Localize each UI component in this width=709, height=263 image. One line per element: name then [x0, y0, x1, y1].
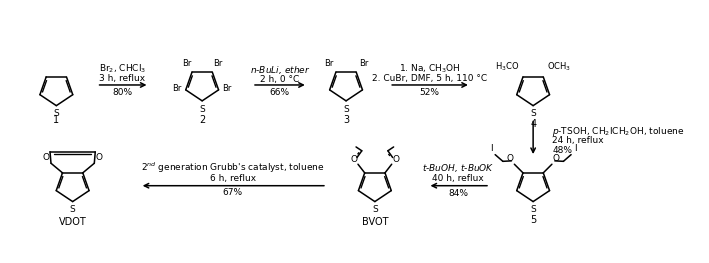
- Text: 40 h, reflux: 40 h, reflux: [432, 174, 484, 184]
- Text: S: S: [53, 109, 60, 119]
- Text: 52%: 52%: [420, 88, 440, 97]
- Text: 2 h, 0 °C: 2 h, 0 °C: [260, 75, 299, 84]
- Text: 5: 5: [530, 215, 536, 225]
- Text: 24 h, reflux: 24 h, reflux: [552, 136, 604, 145]
- Text: S: S: [530, 109, 536, 119]
- Text: 1. Na, CH$_3$OH: 1. Na, CH$_3$OH: [398, 62, 460, 75]
- Text: H$_3$CO: H$_3$CO: [495, 60, 519, 73]
- Text: 2: 2: [199, 114, 206, 124]
- Text: S: S: [69, 205, 76, 214]
- Text: I: I: [490, 144, 492, 153]
- Text: 1: 1: [53, 115, 60, 125]
- Text: 3 h, reflux: 3 h, reflux: [99, 74, 145, 83]
- Text: Br: Br: [172, 84, 182, 93]
- Text: 3: 3: [343, 114, 349, 124]
- Text: VDOT: VDOT: [59, 217, 86, 227]
- Text: S: S: [372, 205, 378, 214]
- Text: I: I: [574, 144, 576, 153]
- Text: Br: Br: [213, 59, 223, 68]
- Text: Br$_2$, CHCl$_3$: Br$_2$, CHCl$_3$: [99, 62, 146, 75]
- Text: O: O: [506, 154, 513, 163]
- Text: $t$-BuOH, $t$-BuOK: $t$-BuOH, $t$-BuOK: [422, 163, 495, 174]
- Text: S: S: [199, 105, 205, 114]
- Text: S: S: [343, 105, 349, 114]
- Text: 6 h, reflux: 6 h, reflux: [210, 174, 256, 183]
- Text: 48%: 48%: [552, 146, 572, 155]
- Text: O: O: [393, 155, 400, 164]
- Text: 2$^{nd}$ generation Grubb's catalyst, toluene: 2$^{nd}$ generation Grubb's catalyst, to…: [141, 160, 325, 175]
- Text: OCH$_3$: OCH$_3$: [547, 60, 571, 73]
- Text: 84%: 84%: [448, 189, 469, 198]
- Text: S: S: [530, 205, 536, 214]
- Text: 2. CuBr, DMF, 5 h, 110 °C: 2. CuBr, DMF, 5 h, 110 °C: [372, 74, 487, 83]
- Text: O: O: [553, 154, 560, 163]
- Text: BVOT: BVOT: [362, 217, 388, 227]
- Text: Br: Br: [223, 84, 232, 93]
- Text: 4: 4: [530, 119, 536, 129]
- Text: $n$-BuLi, ether: $n$-BuLi, ether: [250, 64, 310, 76]
- Text: 66%: 66%: [270, 88, 290, 97]
- Text: Br: Br: [182, 59, 191, 68]
- Text: O: O: [43, 153, 50, 162]
- Text: 80%: 80%: [113, 88, 133, 97]
- Text: Br: Br: [359, 59, 369, 68]
- Text: Br: Br: [323, 59, 333, 68]
- Text: $p$-TSOH, CH$_2$ICH$_2$OH, toluene: $p$-TSOH, CH$_2$ICH$_2$OH, toluene: [552, 124, 685, 138]
- Text: 67%: 67%: [223, 188, 243, 197]
- Text: O: O: [350, 155, 357, 164]
- Text: O: O: [96, 153, 103, 162]
